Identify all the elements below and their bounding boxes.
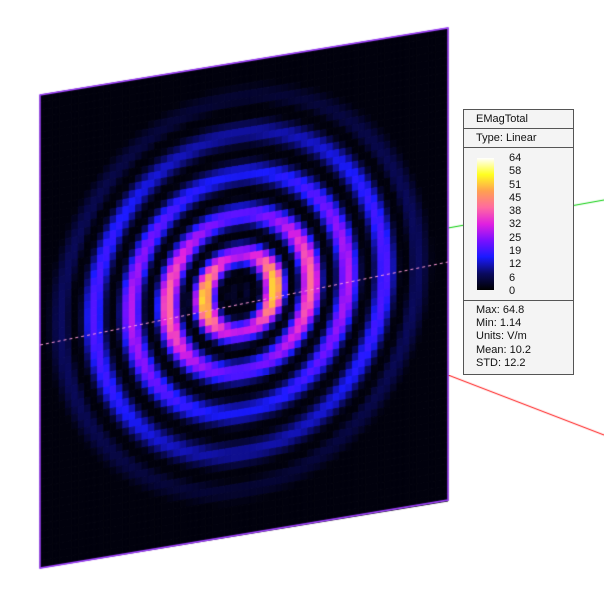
colorbar-tick: 45 [509, 191, 522, 204]
legend-scale-type: Type: Linear [464, 129, 573, 148]
colorbar [477, 158, 494, 290]
colorbar-tick: 0 [509, 284, 516, 297]
stat-mean: Mean: 10.2 [476, 343, 532, 356]
colorbar-tick: 51 [509, 178, 522, 191]
stat-units: Units: V/m [476, 330, 527, 343]
colorbar-tick: 25 [509, 231, 522, 244]
colorbar-tick: 6 [509, 271, 516, 284]
colorbar-tick: 58 [509, 165, 522, 178]
stat-min: Min: 1.14 [476, 317, 522, 330]
colorbar-tick: 12 [509, 258, 522, 271]
colorbar-tick: 19 [509, 245, 522, 258]
colorbar-tick: 32 [509, 218, 522, 231]
colorbar-ticks: 64 58 51 45 38 32 25 19 12 6 0 [509, 152, 521, 298]
colorbar-section: 64 58 51 45 38 32 25 19 12 6 0 [464, 148, 573, 301]
stat-max: Max: 64.8 [476, 304, 525, 316]
legend-stats: Max: 64.8 Min: 1.14 Units: V/m Mean: 10.… [464, 301, 573, 370]
colorbar-tick: 64 [509, 152, 522, 164]
legend-title: EMagTotal [464, 110, 573, 129]
color-legend: EMagTotal Type: Linear 64 58 51 45 38 32… [463, 109, 574, 375]
stat-std: STD: 12.2 [476, 356, 526, 369]
colorbar-tick: 38 [509, 205, 522, 218]
